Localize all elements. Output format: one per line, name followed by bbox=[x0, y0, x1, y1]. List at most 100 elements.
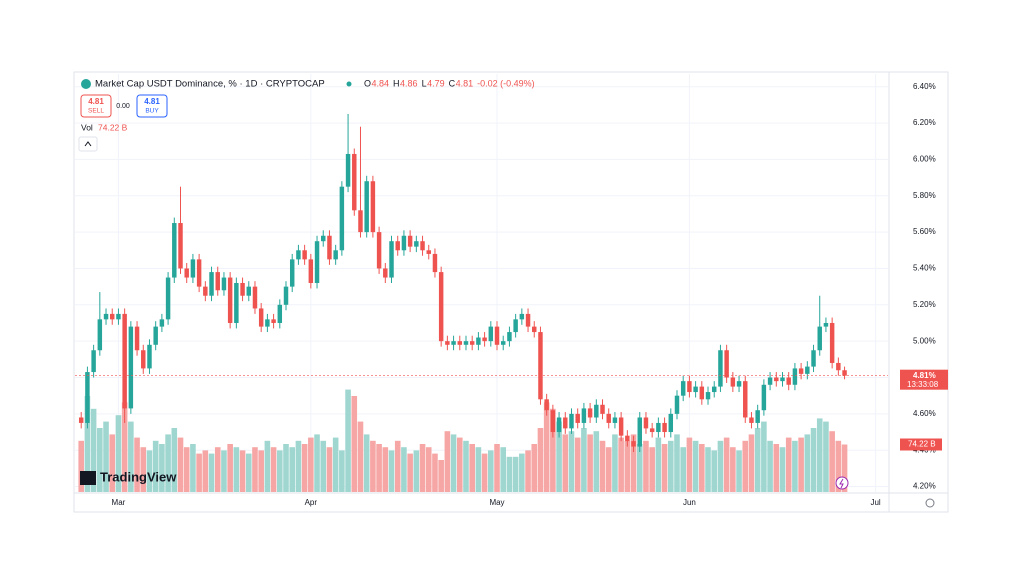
volume-bar bbox=[171, 428, 178, 492]
candle-body bbox=[445, 341, 450, 345]
volume-bar bbox=[190, 444, 196, 492]
volume-bar bbox=[146, 450, 153, 492]
volume-bar bbox=[816, 418, 823, 492]
volume-bar bbox=[84, 396, 91, 492]
volume-bar bbox=[779, 447, 786, 492]
candle-body bbox=[327, 235, 332, 260]
candle-body bbox=[308, 259, 314, 283]
y-tick-label: 4.60% bbox=[913, 409, 936, 418]
x-tick-label: Mar bbox=[112, 498, 126, 507]
volume-bar bbox=[208, 453, 215, 492]
spread: 0.00 bbox=[116, 103, 130, 110]
ohlc-letter: L bbox=[422, 78, 427, 88]
candle-body bbox=[314, 241, 320, 283]
volume-bar bbox=[264, 440, 271, 492]
sell-button[interactable] bbox=[80, 94, 112, 118]
candle-body bbox=[215, 272, 220, 291]
volume-bar bbox=[109, 434, 116, 492]
volume-bar bbox=[550, 408, 556, 492]
candle-body bbox=[755, 410, 760, 423]
candle-body bbox=[680, 381, 686, 396]
alert-icon[interactable] bbox=[835, 476, 849, 490]
candle-body bbox=[153, 326, 158, 345]
volume-bar bbox=[481, 453, 488, 492]
candle-body bbox=[519, 313, 525, 320]
candle-body bbox=[141, 350, 146, 369]
candle-body bbox=[352, 153, 357, 211]
candle-body bbox=[507, 332, 512, 342]
candle-body bbox=[705, 392, 711, 400]
volume-bar bbox=[599, 440, 606, 492]
volume-bar bbox=[773, 444, 780, 492]
ohlc-letter: C bbox=[449, 78, 456, 88]
volume-bar bbox=[649, 447, 655, 492]
candle-body bbox=[457, 341, 463, 345]
candle-body bbox=[172, 223, 177, 278]
candle-body bbox=[97, 319, 103, 351]
candle-body bbox=[724, 350, 729, 378]
settings-icon[interactable] bbox=[925, 498, 935, 508]
candle-body bbox=[761, 384, 767, 411]
candle-body bbox=[78, 417, 84, 423]
volume-bar bbox=[537, 428, 544, 492]
candle-body bbox=[265, 319, 270, 327]
volume-bar bbox=[674, 434, 680, 492]
candle-body bbox=[252, 286, 258, 309]
candle-body bbox=[711, 386, 717, 393]
candle-body bbox=[482, 337, 487, 342]
volume-bar bbox=[394, 440, 401, 492]
candle-body bbox=[463, 341, 469, 345]
ohlc-letter: H bbox=[393, 78, 400, 88]
collapse-button[interactable] bbox=[78, 136, 98, 152]
volume-bar bbox=[705, 447, 711, 492]
x-tick-label: Apr bbox=[305, 498, 318, 507]
ohlc-value: 4.84 bbox=[372, 78, 390, 88]
alert-bolt bbox=[839, 478, 844, 489]
candle-body bbox=[699, 386, 705, 400]
volume-bar bbox=[196, 453, 202, 492]
volume-bar bbox=[469, 444, 475, 492]
volume-bar bbox=[624, 440, 631, 492]
candle-body bbox=[122, 313, 127, 409]
candle-body bbox=[786, 377, 791, 385]
candle-body bbox=[606, 413, 611, 423]
plot: 6.40% 6.20% 6.00% 5.80% 5.60% 5.40% 5.20% 5.00%… bbox=[75, 74, 948, 507]
candle-body bbox=[227, 277, 233, 323]
ohlc-value: 4.81 bbox=[456, 78, 474, 88]
candle-body bbox=[736, 381, 742, 387]
volume-bar bbox=[798, 437, 804, 492]
candle-body bbox=[128, 326, 134, 409]
volume-bar bbox=[475, 447, 482, 492]
candle-body bbox=[842, 370, 847, 376]
candle-body bbox=[110, 313, 115, 320]
volume-bar bbox=[767, 440, 773, 492]
volume-bar bbox=[835, 440, 842, 492]
volume-bar bbox=[78, 440, 84, 492]
candle-body bbox=[85, 372, 90, 423]
volume-bar bbox=[494, 444, 500, 492]
candle-body bbox=[718, 350, 723, 387]
y-tick-label: 6.40% bbox=[913, 82, 936, 91]
volume-bar bbox=[754, 428, 761, 492]
volume-bar bbox=[699, 444, 705, 492]
candle-body bbox=[209, 272, 214, 296]
volume-bar bbox=[711, 450, 718, 492]
candle-body bbox=[469, 341, 475, 345]
candle-body bbox=[302, 250, 307, 260]
candle-body bbox=[488, 326, 494, 342]
buy-button[interactable] bbox=[136, 94, 168, 118]
last-price-tag bbox=[900, 369, 948, 390]
logo: TradingView bbox=[100, 469, 177, 484]
volume-bar bbox=[636, 444, 643, 492]
candle-body bbox=[612, 417, 618, 423]
volume-bar bbox=[823, 421, 829, 492]
candle-body bbox=[625, 435, 630, 442]
candle-body bbox=[774, 377, 779, 382]
candle-body bbox=[836, 362, 841, 371]
volume-bar bbox=[90, 408, 97, 492]
volume-bar bbox=[214, 447, 221, 492]
candle-body bbox=[246, 286, 252, 296]
volume-bar bbox=[804, 434, 811, 492]
volume-bar bbox=[345, 389, 351, 492]
volume-bar bbox=[295, 440, 302, 492]
